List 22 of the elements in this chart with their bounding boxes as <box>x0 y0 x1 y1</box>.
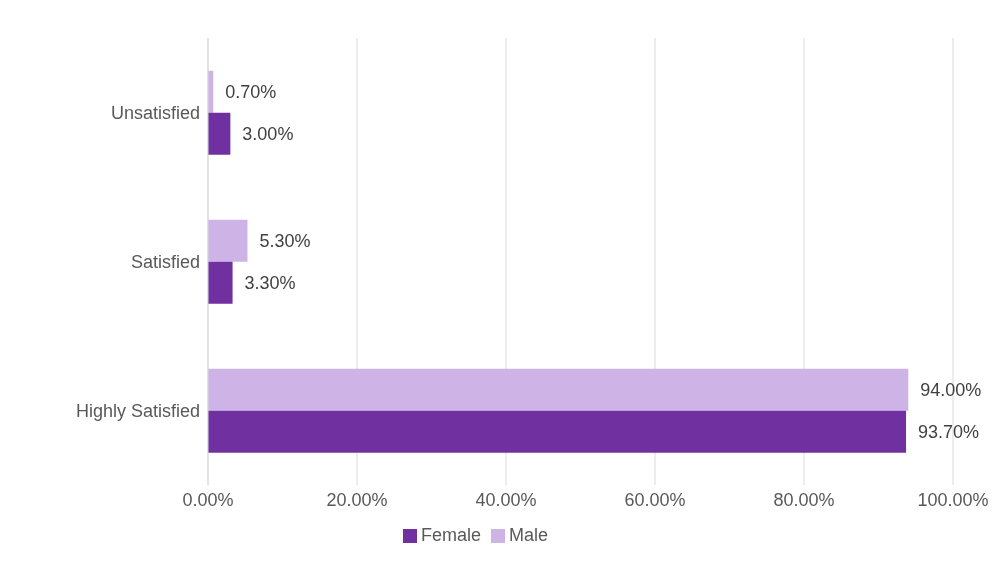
legend-label: Male <box>509 525 549 545</box>
y-tick-label: Satisfied <box>130 251 200 272</box>
y-tick-label: Unsatisfied <box>110 102 200 123</box>
x-tick-label: 80.00% <box>773 489 835 510</box>
data-label: 94.00% <box>920 379 982 400</box>
data-label: 93.70% <box>918 421 980 442</box>
x-tick-label: 60.00% <box>624 489 686 510</box>
x-tick-label: 0.00% <box>182 489 234 510</box>
x-tick-label: 20.00% <box>326 489 388 510</box>
bar <box>208 219 248 262</box>
data-label: 5.30% <box>259 230 311 251</box>
bar <box>208 112 231 155</box>
bar <box>208 368 909 411</box>
data-label: 3.30% <box>244 272 296 293</box>
x-tick-label: 100.00% <box>917 489 989 510</box>
y-tick-label: Highly Satisfied <box>75 400 200 421</box>
legend-label: Female <box>420 525 481 545</box>
x-tick-label: 40.00% <box>475 489 537 510</box>
data-label: 0.70% <box>225 81 277 102</box>
bar <box>208 261 233 304</box>
data-label: 3.00% <box>242 123 294 144</box>
bar <box>208 410 907 453</box>
